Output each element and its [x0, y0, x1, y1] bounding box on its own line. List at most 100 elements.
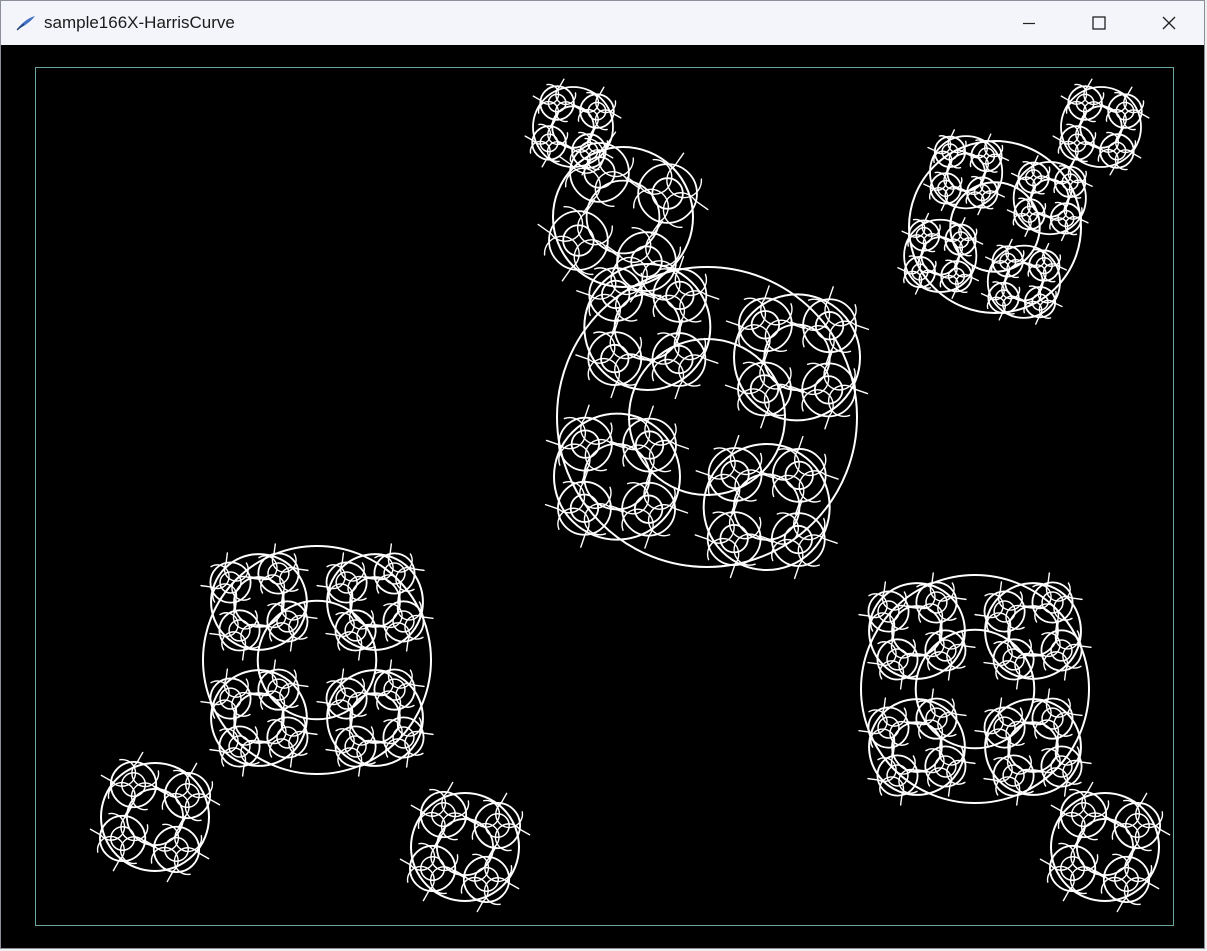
curve-loop [802, 298, 857, 354]
curve-loop [163, 771, 211, 820]
curve-hook [595, 86, 617, 114]
curve-hook [1062, 643, 1092, 669]
curve-hook [929, 688, 955, 718]
curve-hook [100, 758, 137, 787]
curve-loop [1060, 86, 1142, 168]
curve-loop [984, 582, 1082, 680]
curve-hook [404, 730, 434, 756]
curve-hook [440, 812, 477, 841]
curve-loop [651, 332, 707, 387]
curve-hook [980, 190, 1005, 210]
curve-hook [651, 358, 685, 400]
curve-hook [1057, 811, 1086, 848]
curve-loop [1002, 764, 1025, 787]
curve-hook [614, 353, 655, 386]
close-icon [1162, 16, 1176, 30]
curve-loop [924, 745, 967, 788]
curve-hook [1012, 212, 1032, 237]
curve-loop [1041, 707, 1064, 730]
curve-loop [552, 412, 681, 541]
curve-loop [929, 135, 1004, 210]
close-button[interactable] [1134, 1, 1204, 45]
curve-loop [868, 582, 966, 680]
curve-loop [770, 512, 826, 567]
curve-hook [484, 846, 513, 883]
curve-loop [876, 638, 919, 681]
curve-loop [163, 836, 190, 862]
curve-loop [552, 146, 694, 288]
curve-hook [605, 227, 652, 263]
curve-loop [738, 297, 793, 353]
curve-loop [276, 726, 299, 749]
curve-loop [1113, 801, 1161, 850]
curve-loop [1107, 93, 1143, 129]
curve-loop [110, 825, 136, 852]
curve-hook [575, 331, 616, 364]
curve-hook [161, 792, 190, 829]
maximize-icon [1092, 16, 1106, 30]
canvas-frame [35, 67, 1174, 926]
curve-hook [577, 199, 613, 246]
curve-hook [558, 443, 591, 484]
window-controls [994, 1, 1204, 45]
curve-hook [1104, 799, 1141, 828]
curve-loop [934, 755, 957, 778]
curve-hook [1080, 812, 1117, 841]
curve-hook [387, 659, 413, 689]
curve-loop [210, 669, 308, 767]
curve-loop [100, 762, 210, 872]
curve-hook [995, 776, 1021, 806]
curve-loop [266, 716, 309, 759]
minimize-button[interactable] [994, 1, 1064, 45]
curve-hook [728, 499, 762, 540]
window-title: sample166X-HarrisCurve [44, 13, 235, 32]
curve-loop [548, 210, 609, 271]
curve-hook [823, 350, 856, 391]
curve-hook [288, 730, 318, 756]
curve-hook [946, 643, 976, 669]
curve-loop [707, 447, 763, 502]
curve-loop [569, 142, 630, 203]
curve-loop [383, 678, 406, 701]
curve-loop [1059, 125, 1095, 161]
curve-loop [218, 725, 261, 768]
curve-loop [409, 844, 457, 893]
curve-loop [420, 855, 446, 882]
curve-loop [915, 697, 958, 740]
curve-hook [760, 285, 793, 326]
curve-hook [763, 383, 805, 417]
curve-hook [772, 474, 805, 515]
curve-hook [707, 473, 741, 515]
curve-loop [886, 648, 909, 671]
curve-loop [1067, 85, 1103, 121]
curve-hook [733, 533, 774, 566]
curve-loop [484, 812, 510, 839]
curve-loop [392, 726, 415, 749]
curve-loop [860, 574, 1090, 804]
curve-loop [903, 218, 978, 293]
curve-hook [529, 140, 551, 168]
curve-loop [949, 181, 1041, 273]
curve-loop [228, 619, 251, 642]
curve-hook [798, 470, 839, 503]
curve-hook [1045, 572, 1071, 602]
curve-loop [335, 687, 358, 710]
curve-hook [557, 507, 590, 548]
maximize-button[interactable] [1064, 1, 1134, 45]
curve-hook [588, 293, 621, 334]
curve-loop [210, 553, 308, 651]
curve-hook [641, 260, 688, 297]
curve-hook [974, 593, 1004, 619]
curve-hook [1093, 853, 1130, 882]
curve-hook [1050, 788, 1087, 817]
curve-hook [429, 866, 466, 895]
title-bar[interactable]: sample166X-HarrisCurve [1, 1, 1204, 45]
curve-hook [652, 294, 686, 335]
curve-loop [733, 293, 862, 422]
curve-hook [738, 324, 771, 365]
curve-loop [1102, 855, 1151, 903]
curve-loop [1002, 648, 1025, 671]
curve-loop [276, 610, 299, 633]
curve-hook [221, 631, 247, 661]
curve-hook [901, 218, 926, 238]
